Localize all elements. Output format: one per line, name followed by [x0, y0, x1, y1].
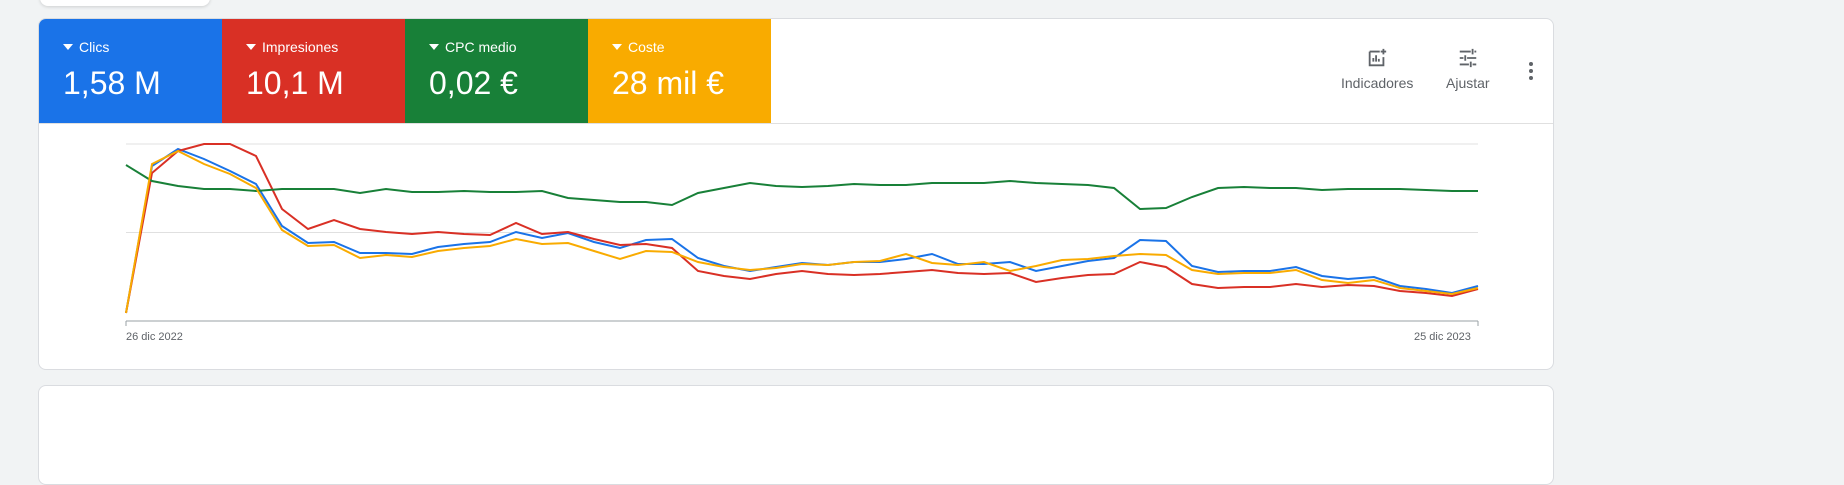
dropdown-arrow-icon [63, 44, 73, 50]
indicators-button[interactable]: Indicadores [1341, 47, 1413, 91]
series-line-coste [125, 149, 1479, 314]
metric-value: 28 mil € [612, 65, 725, 101]
dropdown-arrow-icon [429, 44, 439, 50]
series-line-impresiones [125, 143, 1479, 314]
previous-card-edge [40, 0, 210, 6]
metric-label: CPC medio [445, 39, 517, 55]
tune-icon [1459, 48, 1477, 68]
metric-tile-clicks[interactable]: Clics 1,58 M [39, 19, 222, 124]
metric-tiles: Clics 1,58 M Impresiones 10,1 M CPC medi… [39, 19, 771, 124]
dropdown-arrow-icon [246, 44, 256, 50]
adjust-button[interactable]: Ajustar [1446, 47, 1490, 91]
metric-tile-impressions[interactable]: Impresiones 10,1 M [222, 19, 405, 124]
add-chart-icon [1368, 48, 1387, 67]
indicators-label: Indicadores [1341, 75, 1414, 91]
metric-label: Impresiones [262, 39, 339, 55]
metric-label: Coste [628, 39, 665, 55]
performance-card: Clics 1,58 M Impresiones 10,1 M CPC medi… [38, 18, 1554, 370]
x-axis-start-label: 26 dic 2022 [126, 331, 183, 343]
series-line-cpc-medio [125, 164, 1478, 211]
adjust-label: Ajustar [1446, 75, 1490, 91]
line-chart [125, 143, 1479, 326]
metric-tile-avg-cpc[interactable]: CPC medio 0,02 € [405, 19, 588, 124]
next-card [38, 385, 1554, 485]
dropdown-arrow-icon [612, 44, 622, 50]
metric-tile-cost[interactable]: Coste 28 mil € [588, 19, 771, 124]
more-vert-icon[interactable] [1526, 61, 1536, 81]
x-axis-end-label: 25 dic 2023 [1414, 331, 1471, 343]
metric-value: 1,58 M [63, 65, 161, 101]
metric-label: Clics [79, 39, 110, 55]
series-line-clics [125, 147, 1479, 314]
metric-value: 10,1 M [246, 65, 344, 101]
metric-value: 0,02 € [429, 65, 518, 101]
header-divider [39, 123, 1553, 124]
